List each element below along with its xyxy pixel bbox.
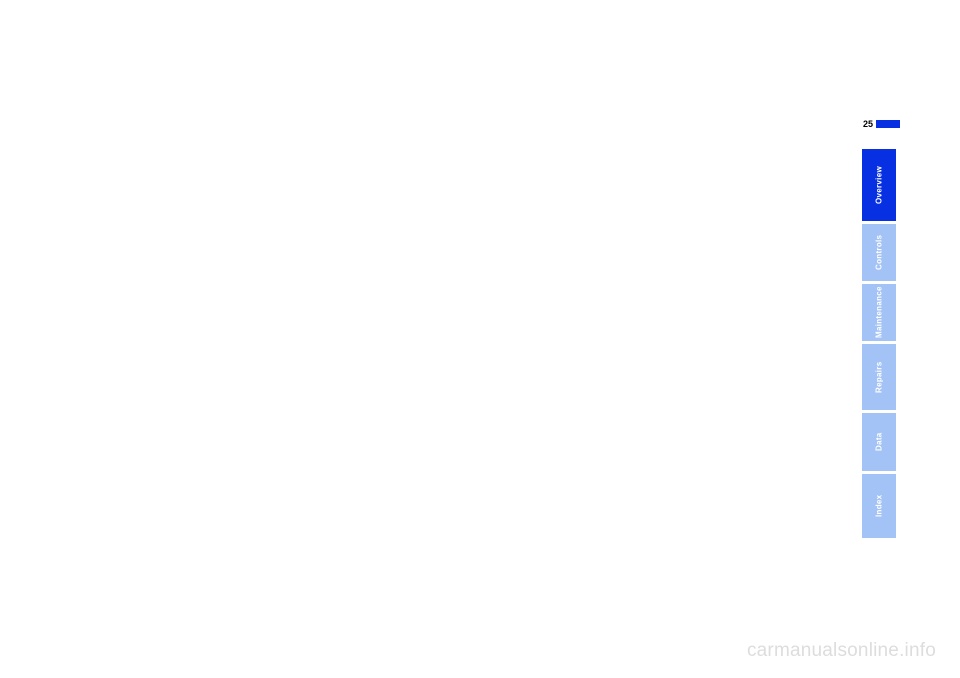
tab-maintenance[interactable]: Maintenance <box>862 284 896 341</box>
watermark: carmanualsonline.info <box>747 640 936 662</box>
page-number-row: 25 <box>863 119 900 129</box>
page-mark <box>876 120 900 128</box>
tab-data[interactable]: Data <box>862 413 896 471</box>
tab-overview[interactable]: Overview <box>862 149 896 221</box>
tab-index[interactable]: Index <box>862 474 896 538</box>
section-tabs: Overview Controls Maintenance Repairs Da… <box>862 149 896 538</box>
tab-controls[interactable]: Controls <box>862 224 896 281</box>
tab-repairs[interactable]: Repairs <box>862 344 896 410</box>
page-number: 25 <box>863 119 873 129</box>
